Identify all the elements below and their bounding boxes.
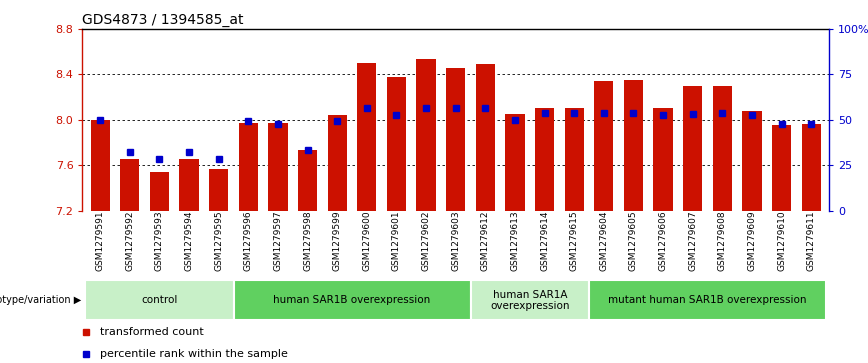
Bar (505, 114, 524, 211)
Bar (121, 159, 140, 211)
Bar (595, 81, 614, 211)
Text: GSM1279600: GSM1279600 (362, 211, 372, 271)
Text: GSM1279613: GSM1279613 (510, 211, 519, 271)
Text: GDS4873 / 1394585_at: GDS4873 / 1394585_at (82, 13, 244, 26)
Bar (90, 120, 110, 211)
Text: GSM1279608: GSM1279608 (718, 211, 727, 271)
Bar (180, 159, 199, 211)
Text: GSM1279611: GSM1279611 (806, 211, 816, 271)
Text: GSM1279607: GSM1279607 (688, 211, 697, 271)
Text: human SAR1B overexpression: human SAR1B overexpression (273, 295, 431, 305)
Text: GSM1279615: GSM1279615 (569, 211, 579, 271)
Bar (654, 109, 673, 211)
Text: percentile rank within the sample: percentile rank within the sample (100, 349, 287, 359)
Bar (268, 123, 287, 211)
Text: GSM1279591: GSM1279591 (95, 211, 105, 271)
Text: GSM1279605: GSM1279605 (629, 211, 638, 271)
FancyBboxPatch shape (589, 280, 826, 321)
Bar (239, 123, 258, 211)
Bar (358, 63, 377, 211)
Text: GSM1279595: GSM1279595 (214, 211, 223, 271)
Text: GSM1279596: GSM1279596 (244, 211, 253, 271)
Bar (624, 80, 643, 211)
Text: GSM1279612: GSM1279612 (481, 211, 490, 271)
Text: GSM1279609: GSM1279609 (747, 211, 756, 271)
Text: GSM1279594: GSM1279594 (185, 211, 194, 271)
Text: GSM1279604: GSM1279604 (599, 211, 608, 271)
Bar (564, 109, 584, 211)
Text: GSM1279592: GSM1279592 (125, 211, 135, 271)
FancyBboxPatch shape (85, 280, 233, 321)
Text: human SAR1A
overexpression: human SAR1A overexpression (490, 290, 569, 311)
Text: GSM1279597: GSM1279597 (273, 211, 282, 271)
Bar (683, 86, 702, 211)
FancyBboxPatch shape (470, 280, 589, 321)
Text: GSM1279593: GSM1279593 (155, 211, 164, 271)
Text: transformed count: transformed count (100, 327, 204, 337)
Bar (801, 124, 821, 211)
FancyBboxPatch shape (233, 280, 470, 321)
Bar (327, 115, 347, 211)
Bar (713, 86, 732, 211)
Text: control: control (141, 295, 178, 305)
Text: GSM1279603: GSM1279603 (451, 211, 460, 271)
Text: mutant human SAR1B overexpression: mutant human SAR1B overexpression (608, 295, 806, 305)
Text: GSM1279614: GSM1279614 (540, 211, 549, 271)
Text: GSM1279601: GSM1279601 (392, 211, 401, 271)
Text: GSM1279602: GSM1279602 (422, 211, 431, 271)
Text: GSM1279598: GSM1279598 (303, 211, 312, 271)
Bar (446, 68, 465, 211)
Text: GSM1279599: GSM1279599 (332, 211, 342, 271)
Bar (298, 150, 317, 211)
Text: GSM1279606: GSM1279606 (659, 211, 667, 271)
Text: genotype/variation ▶: genotype/variation ▶ (0, 295, 81, 305)
Bar (476, 64, 495, 211)
Bar (535, 109, 554, 211)
Bar (209, 168, 228, 211)
Bar (387, 77, 406, 211)
Bar (772, 126, 791, 211)
Bar (742, 111, 761, 211)
Bar (150, 172, 169, 211)
Text: GSM1279610: GSM1279610 (777, 211, 786, 271)
Bar (417, 58, 436, 211)
